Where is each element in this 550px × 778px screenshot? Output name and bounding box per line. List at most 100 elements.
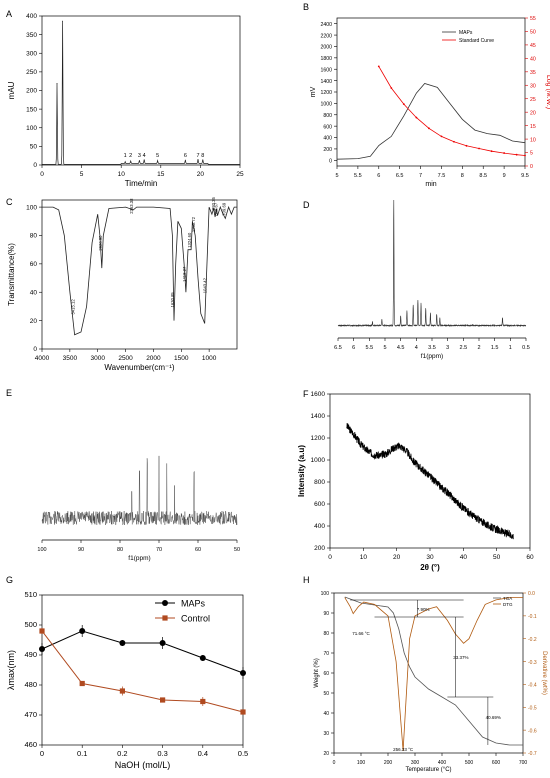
y-tick-label: 50	[30, 144, 38, 151]
peak-label: 1630.85	[170, 292, 175, 308]
x-tick-label: 4	[415, 345, 418, 351]
x-tick-label: 2	[477, 345, 480, 351]
peak-point	[124, 162, 126, 164]
y2-tick-label: 20	[530, 110, 536, 116]
x-tick-label: 3000	[90, 355, 105, 362]
peak-label: 6	[184, 153, 187, 159]
y-tick-label: 150	[26, 106, 37, 113]
peak-point	[143, 160, 145, 162]
x-tick-label: 0	[328, 554, 332, 561]
panel-a-chart: 0 5 10 15 20 25050100150200250300350400Time/m…	[7, 13, 244, 188]
y-tick-label: 800	[314, 479, 325, 486]
x-tick-label: 40	[460, 554, 468, 561]
data-point-control	[79, 680, 85, 687]
x-axis-label: Wavenumber(cm⁻¹)	[104, 363, 174, 372]
x-tick-label: 700	[519, 760, 528, 766]
y-tick-label: 400	[323, 136, 332, 142]
series-line-control	[41, 630, 244, 713]
y2-tick-label: 50	[530, 30, 536, 36]
y-tick-label: 100	[26, 125, 37, 132]
y-tick-label: 80	[30, 233, 38, 240]
peak-label: 2	[129, 153, 132, 159]
plot-frame	[336, 17, 526, 167]
panel-label-d: D	[303, 200, 310, 210]
y-tick-label: 0	[33, 346, 37, 353]
x-tick-label: 1.5	[491, 345, 499, 351]
y-tick-label: 0	[329, 159, 332, 165]
y2-tick-label: -0.3	[528, 660, 537, 666]
x-tick-label: 0.5	[522, 345, 530, 351]
peak-label: 4	[143, 153, 146, 159]
y2-tick-label: -0.4	[528, 683, 537, 689]
panel-label-f: F	[303, 389, 309, 399]
x-axis-label: f1(ppm)	[128, 555, 150, 562]
peak-label: 1250.72	[191, 216, 196, 232]
series-dtg-line	[344, 597, 523, 751]
x-tick-label: 1000	[202, 355, 217, 362]
y-tick-label: 1400	[311, 413, 326, 420]
standard-curve-point	[465, 144, 468, 147]
annotation-label: 71.66 °C	[352, 631, 370, 636]
y2-tick-label: 30	[530, 83, 536, 89]
legend-tga-label: TGA	[503, 596, 512, 601]
y2-tick-label: 40	[530, 57, 536, 63]
x-tick-label: 70	[156, 547, 162, 553]
peak-label: 8	[201, 153, 204, 159]
x-tick-label: 0	[333, 760, 336, 766]
x-tick-label: 10	[360, 554, 368, 561]
panel-e-chart: 100 90 80 70 60 50 f1(ppm)	[37, 455, 240, 562]
x-tick-label: 6	[377, 173, 380, 179]
x-tick-label: 0	[40, 749, 44, 758]
x-tick-label: 3.5	[428, 345, 436, 351]
standard-curve-point	[428, 127, 430, 130]
y-tick-label: 1800	[320, 56, 332, 62]
y-tick-label: 2200	[320, 33, 332, 39]
x-tick-label: 6.5	[396, 173, 404, 179]
y-tick-label: 300	[26, 50, 37, 57]
peak-label: 3	[138, 153, 141, 159]
data-point-maps	[240, 670, 246, 676]
y-axis-label: mV	[310, 86, 317, 97]
y-tick-label: 60	[30, 261, 38, 268]
chromatogram-trace	[41, 20, 240, 165]
x-tick-label: 50	[493, 554, 501, 561]
y-tick-label: 600	[314, 501, 325, 508]
x-tick-label: 15	[157, 171, 165, 178]
x-tick-label: 0.2	[117, 749, 127, 758]
x-tick-label: 0	[40, 171, 44, 178]
y-tick-label: 20	[30, 318, 38, 325]
peak-point	[56, 83, 58, 85]
y2-tick-label: -0.6	[528, 728, 537, 734]
y2-tick-label: 0	[530, 164, 533, 170]
peak-label: 893.35	[211, 196, 216, 209]
legend-maps-marker	[162, 600, 168, 606]
y2-tick-label: 45	[530, 43, 536, 49]
panel-c-chart: 4000 3500 3000 2500 2000 1500 1000 0 20 40 60 80 100…	[7, 196, 238, 372]
y2-axis-label: Derivative (wt%)	[541, 651, 547, 695]
annotation-label: 256.33 °C	[393, 747, 414, 752]
legend-maps-label: MAPs	[459, 30, 473, 36]
peak-point	[130, 161, 132, 163]
legend-control-marker	[162, 615, 168, 621]
y-tick-label: 100	[321, 591, 330, 597]
y2-tick-label: -0.2	[528, 637, 537, 643]
y2-axis-label: Log (M.W.)	[545, 75, 550, 109]
series-line-maps	[41, 630, 244, 674]
x-tick-label: 200	[384, 760, 393, 766]
y-tick-label: 600	[323, 124, 332, 130]
x-tick-label: 3	[446, 345, 449, 351]
x-tick-label: 1500	[174, 355, 189, 362]
x-tick-label: 60	[195, 547, 201, 553]
x-axis-label: min	[425, 181, 436, 188]
y-tick-label: 2000	[320, 45, 332, 51]
plot-frame	[329, 393, 531, 549]
panel-label-a: A	[6, 9, 12, 19]
y-tick-label: 1400	[320, 79, 332, 85]
y-tick-label: 100	[26, 204, 37, 211]
x-tick-label: 2500	[118, 355, 133, 362]
y-tick-label: 2400	[320, 22, 332, 28]
panel-label-c: C	[6, 197, 13, 207]
y-tick-label: 500	[24, 620, 37, 629]
panel-label-h: H	[303, 575, 310, 585]
y-tick-label: 490	[24, 650, 37, 659]
